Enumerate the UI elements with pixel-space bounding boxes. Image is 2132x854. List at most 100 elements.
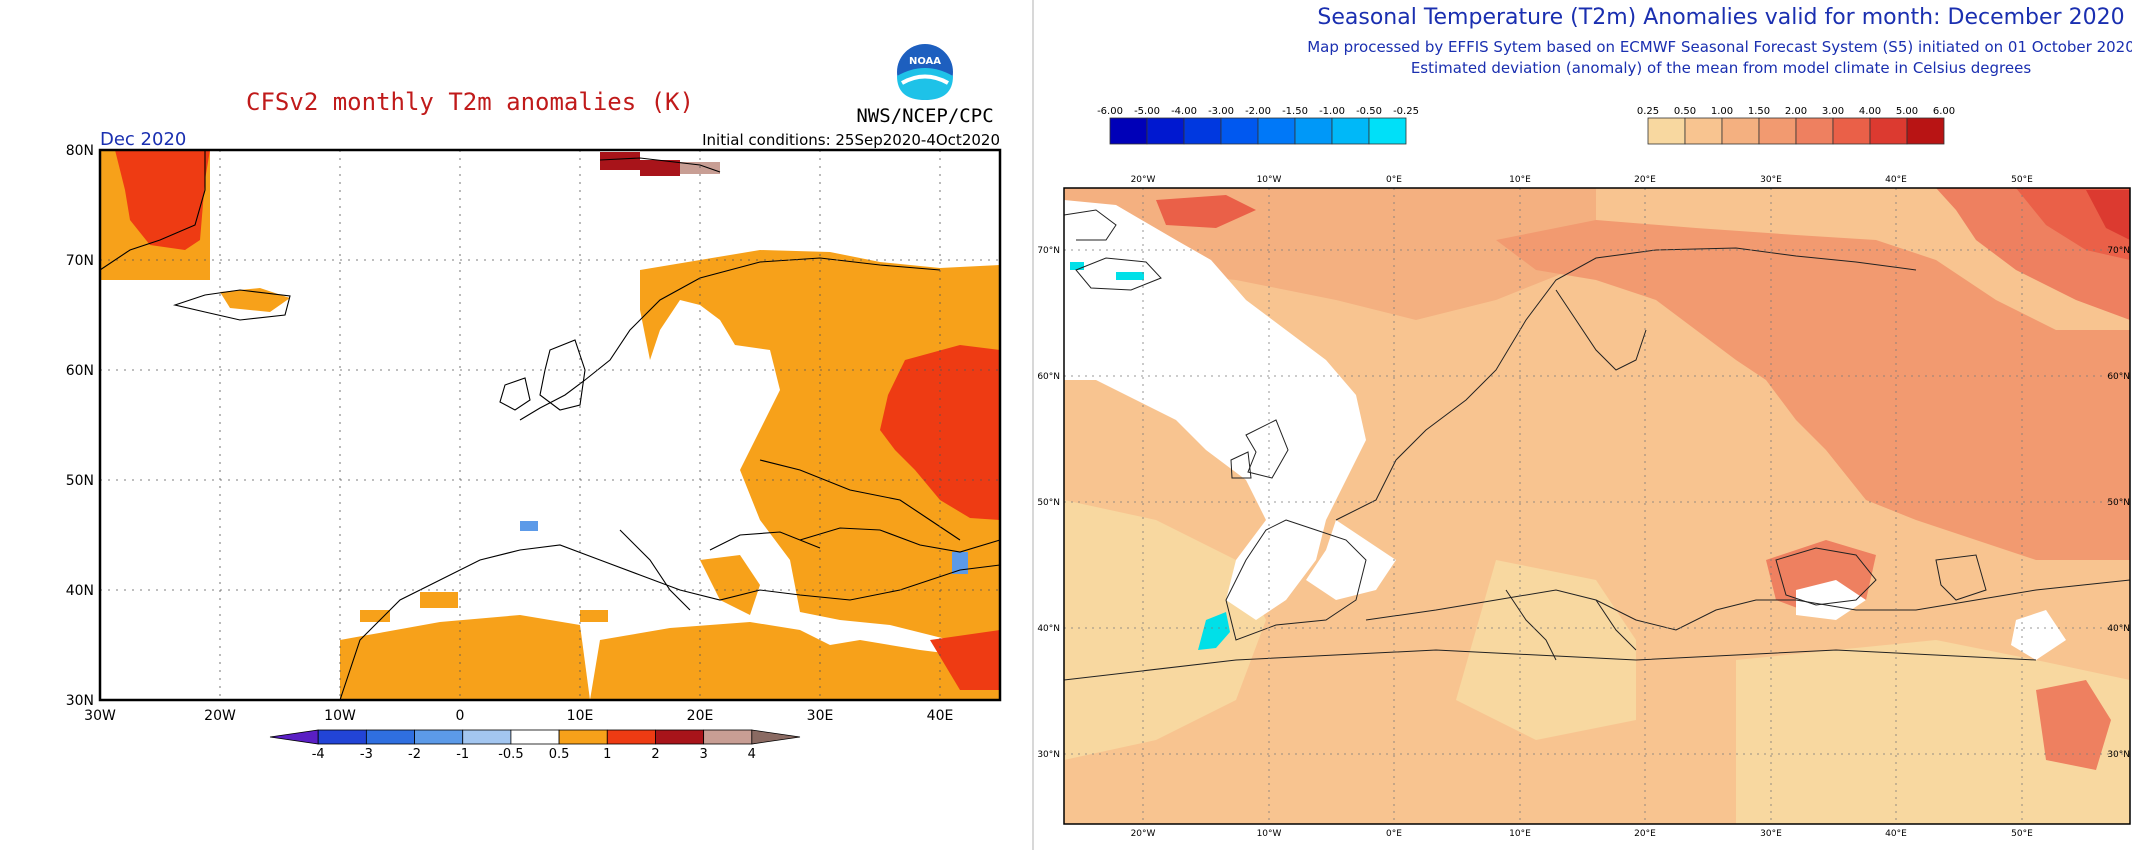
legend-swatch bbox=[1294, 117, 1333, 145]
lon-label: 30°E bbox=[1760, 175, 1782, 185]
cold-anomaly-area bbox=[1070, 262, 1230, 650]
colorbar-swatch bbox=[751, 729, 801, 745]
legend-label: 5.00 bbox=[1896, 106, 1918, 117]
colorbar-swatch bbox=[462, 729, 512, 745]
map-frame bbox=[1063, 187, 2131, 825]
lon-label: 10E bbox=[567, 708, 594, 724]
lon-label: 0°E bbox=[1386, 829, 1402, 839]
lat-label: 80N bbox=[66, 143, 94, 159]
colorbar-tick-label: 3 bbox=[699, 747, 707, 762]
anomaly-area-red bbox=[1156, 188, 2130, 320]
legend-label: -0.25 bbox=[1393, 106, 1419, 117]
lat-label: 40°N bbox=[2107, 624, 2130, 634]
legend-label: 0.50 bbox=[1674, 106, 1696, 117]
colorbar-swatch bbox=[703, 729, 753, 745]
ecmwf-map bbox=[1063, 187, 2131, 825]
month-label: Dec 2020 bbox=[100, 129, 186, 150]
legend-swatch bbox=[1109, 117, 1148, 145]
legend-swatch bbox=[1795, 117, 1834, 145]
colorbar-tick-label: -1 bbox=[456, 747, 469, 762]
right-lat-labels: 70°N 60°N 50°N 40°N 30°N bbox=[2107, 246, 2130, 760]
lon-label: 10W bbox=[324, 708, 356, 724]
colorbar-swatch bbox=[269, 729, 319, 745]
legend-swatch bbox=[1220, 117, 1259, 145]
anomaly-area-blue bbox=[520, 521, 968, 574]
lat-label: 60°N bbox=[2107, 372, 2130, 382]
lat-label: 30N bbox=[66, 693, 94, 709]
colorbar-tick-label: -2 bbox=[408, 747, 421, 762]
colorbar-swatch bbox=[317, 729, 367, 745]
lat-label: 40°N bbox=[1037, 624, 1060, 634]
ecmwf-panel: Seasonal Temperature (T2m) Anomalies val… bbox=[1036, 0, 2132, 850]
anomaly-area-red bbox=[115, 150, 1000, 690]
lon-label: 0°E bbox=[1386, 175, 1402, 185]
legend-label: 6.00 bbox=[1933, 106, 1955, 117]
negative-scale: -6.00 -5.00 -4.00 -3.00 -2.00 -1.50 -1.00 -0.50… bbox=[1097, 106, 1419, 145]
anomaly-area-darkred bbox=[600, 152, 720, 176]
lat-label: 50N bbox=[66, 473, 94, 489]
lon-label: 10°W bbox=[1257, 175, 1282, 185]
legend-swatch bbox=[1869, 117, 1908, 145]
legend-label: 3.00 bbox=[1822, 106, 1844, 117]
graticule bbox=[1064, 188, 2130, 824]
lon-label: 20°W bbox=[1131, 175, 1156, 185]
colorbar-swatch bbox=[414, 729, 464, 745]
noaa-logo-text: NOAA bbox=[909, 56, 941, 67]
legend-label: -1.50 bbox=[1282, 106, 1308, 117]
ecmwf-subtitle-2: Estimated deviation (anomaly) of the mea… bbox=[1411, 59, 2032, 77]
legend-label: -1.00 bbox=[1319, 106, 1345, 117]
legend-label: -5.00 bbox=[1134, 106, 1160, 117]
colorbar-swatch bbox=[510, 729, 560, 745]
lon-label: 20°W bbox=[1131, 829, 1156, 839]
legend-label: -4.00 bbox=[1171, 106, 1197, 117]
cfsv2-title: CFSv2 monthly T2m anomalies (K) bbox=[246, 88, 694, 116]
ecmwf-subtitle-1: Map processed by EFFIS Sytem based on EC… bbox=[1307, 38, 2132, 56]
lon-label: 0 bbox=[456, 708, 465, 724]
coastlines bbox=[1063, 209, 2131, 681]
lat-label: 70°N bbox=[1037, 246, 1060, 256]
lat-label: 30°N bbox=[1037, 750, 1060, 760]
lon-label: 40°E bbox=[1885, 175, 1907, 185]
lon-label: 10°E bbox=[1509, 175, 1531, 185]
coastlines bbox=[99, 150, 1001, 701]
colorbar-swatch bbox=[558, 729, 608, 745]
lon-label: 20E bbox=[687, 708, 714, 724]
lat-label: 40N bbox=[66, 583, 94, 599]
legend-swatch bbox=[1684, 117, 1723, 145]
legend-swatch bbox=[1758, 117, 1797, 145]
legend-label: -3.00 bbox=[1208, 106, 1234, 117]
legend-swatch bbox=[1257, 117, 1296, 145]
lon-label: 20°E bbox=[1634, 175, 1656, 185]
colorbar-tick-label: -4 bbox=[312, 747, 325, 762]
lon-label: 30W bbox=[84, 708, 116, 724]
cfsv2-map-figure: CFSv2 monthly T2m anomalies (K) NOAA NWS… bbox=[66, 44, 1002, 762]
map-frame bbox=[98, 148, 1002, 702]
colorbar-tick-label: 2 bbox=[651, 747, 659, 762]
colorbar-tick-label: -3 bbox=[360, 747, 373, 762]
colorbar-swatch bbox=[606, 729, 656, 745]
colorbar-swatch bbox=[655, 729, 705, 745]
legend-swatch bbox=[1368, 117, 1407, 145]
cfsv2-map bbox=[98, 148, 1002, 702]
lon-label: 10°W bbox=[1257, 829, 1282, 839]
cfsv2-panel: CFSv2 monthly T2m anomalies (K) NOAA NWS… bbox=[0, 0, 1030, 850]
legend-swatch bbox=[1146, 117, 1185, 145]
lat-label: 70N bbox=[66, 253, 94, 269]
ecmwf-title: Seasonal Temperature (T2m) Anomalies val… bbox=[1317, 5, 2124, 30]
legend-label: 4.00 bbox=[1859, 106, 1881, 117]
top-lon-labels: 20°W 10°W 0°E 10°E 20°E 30°E 40°E 50°E bbox=[1131, 175, 2034, 185]
lon-label: 20°E bbox=[1634, 829, 1656, 839]
agency-label: NWS/NCEP/CPC bbox=[856, 105, 993, 127]
lon-label: 50°E bbox=[2011, 829, 2033, 839]
colorbar-tick-label: 4 bbox=[748, 747, 756, 762]
positive-scale: 0.25 0.50 1.00 1.50 2.00 3.00 4.00 5.00 6.00 bbox=[1637, 106, 1955, 145]
legend-swatch bbox=[1331, 117, 1370, 145]
panel-divider bbox=[1032, 0, 1034, 850]
lon-label: 30E bbox=[807, 708, 834, 724]
lon-label: 30°E bbox=[1760, 829, 1782, 839]
init-conditions: Initial conditions: 25Sep2020-4Oct2020 bbox=[702, 131, 1000, 149]
legend-label: -6.00 bbox=[1097, 106, 1123, 117]
ecmwf-map-figure: Seasonal Temperature (T2m) Anomalies val… bbox=[1037, 5, 2132, 839]
cfsv2-colorbar: -4 -3 -2 -1 -0.5 0.5 1 2 3 4 bbox=[269, 729, 801, 762]
colorbar-swatch bbox=[365, 729, 415, 745]
